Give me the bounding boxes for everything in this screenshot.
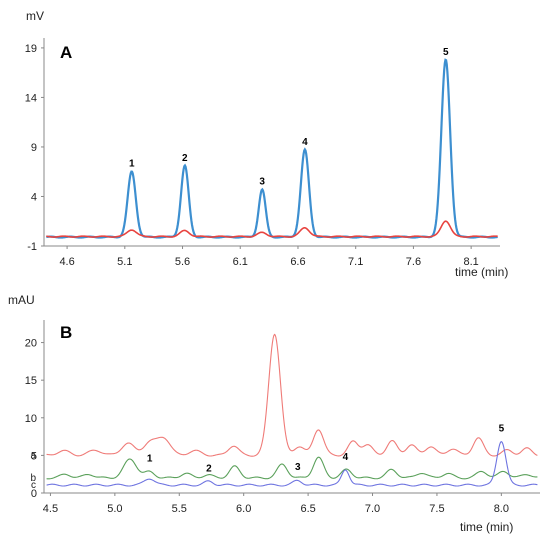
x-tick-label: 7.0 (365, 503, 380, 515)
panel-a-y-ticks: 19 14 9 4 -1 (25, 43, 44, 253)
y-tick-label: 20 (25, 338, 37, 350)
panel-b-traces (46, 333, 538, 487)
panel-a-x-ticks: 4.6 5.1 5.6 6.1 6.6 7.1 7.6 8.1 (59, 246, 479, 268)
x-tick-label: 4.5 (43, 503, 58, 515)
panel-b-y-unit: mAU (8, 293, 35, 307)
panel-a-y-unit: mV (26, 9, 44, 23)
x-tick-label: 7.6 (406, 256, 421, 268)
panel-b-peak-labels: 1 2 3 4 5 (147, 424, 505, 475)
y-tick-label: 19 (25, 43, 37, 55)
x-tick-label: 6.1 (233, 256, 248, 268)
panel-b-trace-labels: a bc (30, 450, 36, 491)
x-tick-label: 8.0 (494, 503, 509, 515)
panel-a-traces (46, 58, 498, 239)
peak-label: 5 (443, 47, 449, 58)
trace-label: c (31, 480, 36, 491)
peak-label: 2 (182, 153, 188, 164)
trace-label: b (30, 473, 36, 484)
y-tick-label: 0 (31, 488, 37, 500)
x-tick-label: 5.5 (172, 503, 187, 515)
panel-b-y-ticks: 20 15 10 5 0 (25, 338, 44, 500)
peak-label: 5 (499, 424, 505, 435)
peak-label: 1 (129, 159, 135, 170)
panel-a-peak-labels: 1 2 3 4 5 (129, 47, 449, 188)
panel-b-x-title: time (min) (460, 520, 513, 534)
x-tick-label: 7.1 (348, 256, 363, 268)
y-tick-label: 15 (25, 375, 37, 387)
y-tick-label: -1 (27, 241, 37, 253)
x-tick-label: 8.1 (463, 256, 478, 268)
trace-label: a (30, 450, 36, 461)
x-tick-label: 4.6 (59, 256, 74, 268)
peak-label: 2 (206, 463, 212, 474)
peak-label: 4 (302, 137, 308, 148)
series-line-c (46, 441, 538, 487)
x-tick-label: 6.0 (236, 503, 251, 515)
series-line-a (46, 333, 538, 457)
peak-label: 3 (259, 177, 265, 188)
panel-a-label: A (60, 43, 72, 62)
panel-b-label: B (60, 323, 72, 342)
peak-label: 3 (295, 462, 301, 473)
y-tick-label: 5 (31, 450, 37, 462)
panel-a-x-title: time (min) (455, 265, 508, 279)
panel-b-x-ticks: 4.5 5.0 5.5 6.0 6.5 7.0 7.5 8.0 (43, 493, 509, 515)
x-tick-label: 5.1 (117, 256, 132, 268)
series-line-red (46, 220, 498, 238)
x-tick-label: 6.5 (300, 503, 315, 515)
series-line-blue (46, 58, 498, 239)
y-tick-label: 14 (25, 92, 37, 104)
peak-label: 1 (147, 454, 153, 465)
y-tick-label: 4 (31, 191, 37, 203)
x-tick-label: 7.5 (429, 503, 444, 515)
x-tick-label: 5.6 (175, 256, 190, 268)
x-tick-label: 5.0 (107, 503, 122, 515)
y-tick-label: 10 (25, 413, 37, 425)
series-line-b (46, 456, 538, 480)
y-tick-label: 9 (31, 142, 37, 154)
x-tick-label: 6.6 (290, 256, 305, 268)
peak-label: 4 (343, 452, 349, 463)
